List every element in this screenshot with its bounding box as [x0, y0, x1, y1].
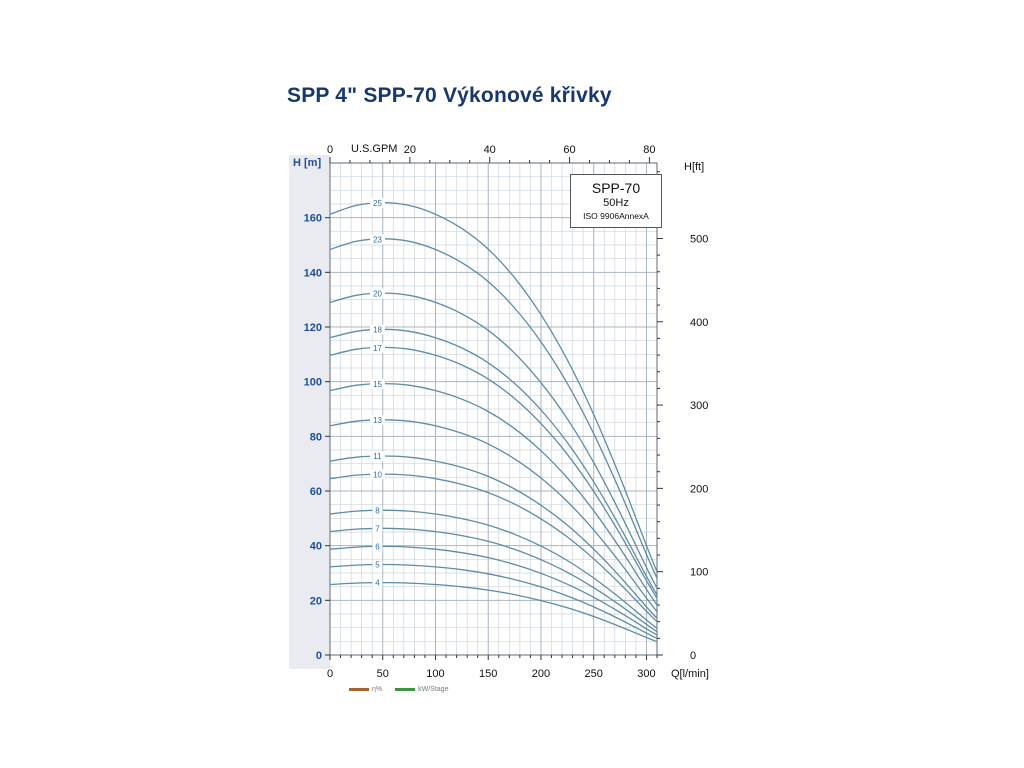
kw-per-stage-color-swatch [395, 688, 416, 691]
top-tick-label: 60 [563, 144, 575, 156]
curve-label-bg [372, 523, 383, 534]
axis-ticks: 0 20 40 60 800 50 100 150 200 250 3000204060801001… [304, 144, 709, 680]
bottom-tick-label: 100 [426, 668, 444, 680]
curve-label-bg [369, 288, 385, 299]
curve-label-bg [369, 324, 385, 335]
left-tick-label: 160 [304, 213, 322, 225]
bottom-tick-label: 300 [637, 668, 655, 680]
bottom-tick-label: 150 [479, 668, 497, 680]
pump-curve-11-stages [329, 455, 658, 619]
bottom-axis-title: Q[l/min] [671, 668, 709, 680]
efficiency-label: η% [372, 686, 383, 693]
left-axis-title: H [m] [293, 157, 322, 169]
curve-label-bg [372, 577, 383, 588]
right-axis-title: H[ft] [684, 161, 705, 173]
curve-label-bg [369, 378, 385, 389]
bottom-legend: η% kW/Stage [349, 686, 448, 693]
bottom-tick-label: 250 [585, 668, 603, 680]
kw-per-stage-label: kW/Stage [418, 686, 449, 693]
curve-label-bg [372, 559, 383, 570]
left-tick-label: 0 [316, 650, 322, 662]
curve-stage-label: 4 [375, 579, 380, 588]
right-tick-label: 0 [690, 650, 696, 662]
curve-stage-label: 7 [375, 524, 380, 533]
curve-stage-label: 15 [373, 380, 382, 389]
page-title: SPP 4" SPP-70 Výkonové křivky [287, 84, 612, 107]
legend-item-efficiency: η% [349, 686, 382, 693]
curve-label-bg [369, 234, 385, 245]
plot-border [329, 162, 658, 656]
legend-item-kw-per-stage: kW/Stage [395, 686, 448, 693]
pump-curve-25-stages [329, 201, 658, 572]
bottom-tick-label: 0 [327, 668, 333, 680]
curve-stage-label: 13 [373, 416, 382, 425]
curves-layer: 25 23 20 18 17 15 13 11 10 8 7 6 5 4 [329, 198, 658, 643]
curve-stage-label: 10 [373, 470, 382, 479]
curve-stage-label: 18 [373, 326, 382, 335]
curve-stage-label: 11 [373, 452, 382, 461]
right-tick-label: 200 [690, 483, 708, 495]
curve-label-bg [372, 505, 383, 516]
curve-label-bg [369, 451, 385, 462]
left-tick-label: 60 [310, 486, 322, 498]
pump-curve-4-stages [329, 581, 658, 643]
left-tick-label: 140 [304, 267, 322, 279]
bottom-tick-label: 200 [532, 668, 550, 680]
standard-label: ISO 9906AnnexA [583, 211, 649, 221]
info-box: SPP-70 50Hz ISO 9906AnnexA [570, 174, 662, 228]
left-axis-strip [289, 155, 330, 669]
curve-label-bg [369, 198, 385, 209]
pump-curve-6-stages [329, 545, 658, 636]
curve-stage-label: 6 [375, 543, 380, 552]
top-tick-label: 20 [404, 144, 416, 156]
curve-label-bg [372, 541, 383, 552]
pump-curve-18-stages [329, 328, 658, 596]
curve-stage-label: 23 [373, 235, 382, 244]
bottom-tick-label: 50 [377, 668, 389, 680]
top-tick-label: 0 [327, 144, 333, 156]
pump-curve-5-stages [329, 563, 658, 639]
top-axis-title: U.S.GPM [351, 143, 398, 155]
top-tick-label: 40 [484, 144, 496, 156]
curve-label-bg [369, 342, 385, 353]
curve-stage-label: 17 [373, 344, 382, 353]
curve-label-bg [369, 415, 385, 426]
efficiency-color-swatch [349, 688, 369, 691]
curve-stage-label: 25 [373, 199, 382, 208]
left-tick-label: 120 [304, 322, 322, 334]
left-tick-label: 80 [310, 431, 322, 443]
right-tick-label: 100 [690, 567, 708, 579]
curve-stage-label: 20 [373, 290, 382, 299]
left-tick-label: 40 [310, 541, 322, 553]
pump-model-label: SPP-70 [591, 180, 641, 196]
pump-curve-23-stages [329, 238, 658, 579]
frequency-label: 50Hz [603, 197, 629, 209]
right-tick-label: 500 [690, 233, 708, 245]
top-tick-label: 80 [643, 144, 655, 156]
pump-curve-8-stages [329, 509, 658, 629]
curve-stage-label: 8 [375, 506, 380, 515]
right-tick-label: 300 [690, 400, 708, 412]
left-tick-label: 100 [304, 377, 322, 389]
curve-label-bg [369, 469, 385, 480]
right-tick-label: 400 [690, 317, 708, 329]
left-tick-label: 20 [310, 595, 322, 607]
curve-stage-label: 5 [375, 561, 380, 570]
pump-curve-7-stages [329, 527, 658, 633]
